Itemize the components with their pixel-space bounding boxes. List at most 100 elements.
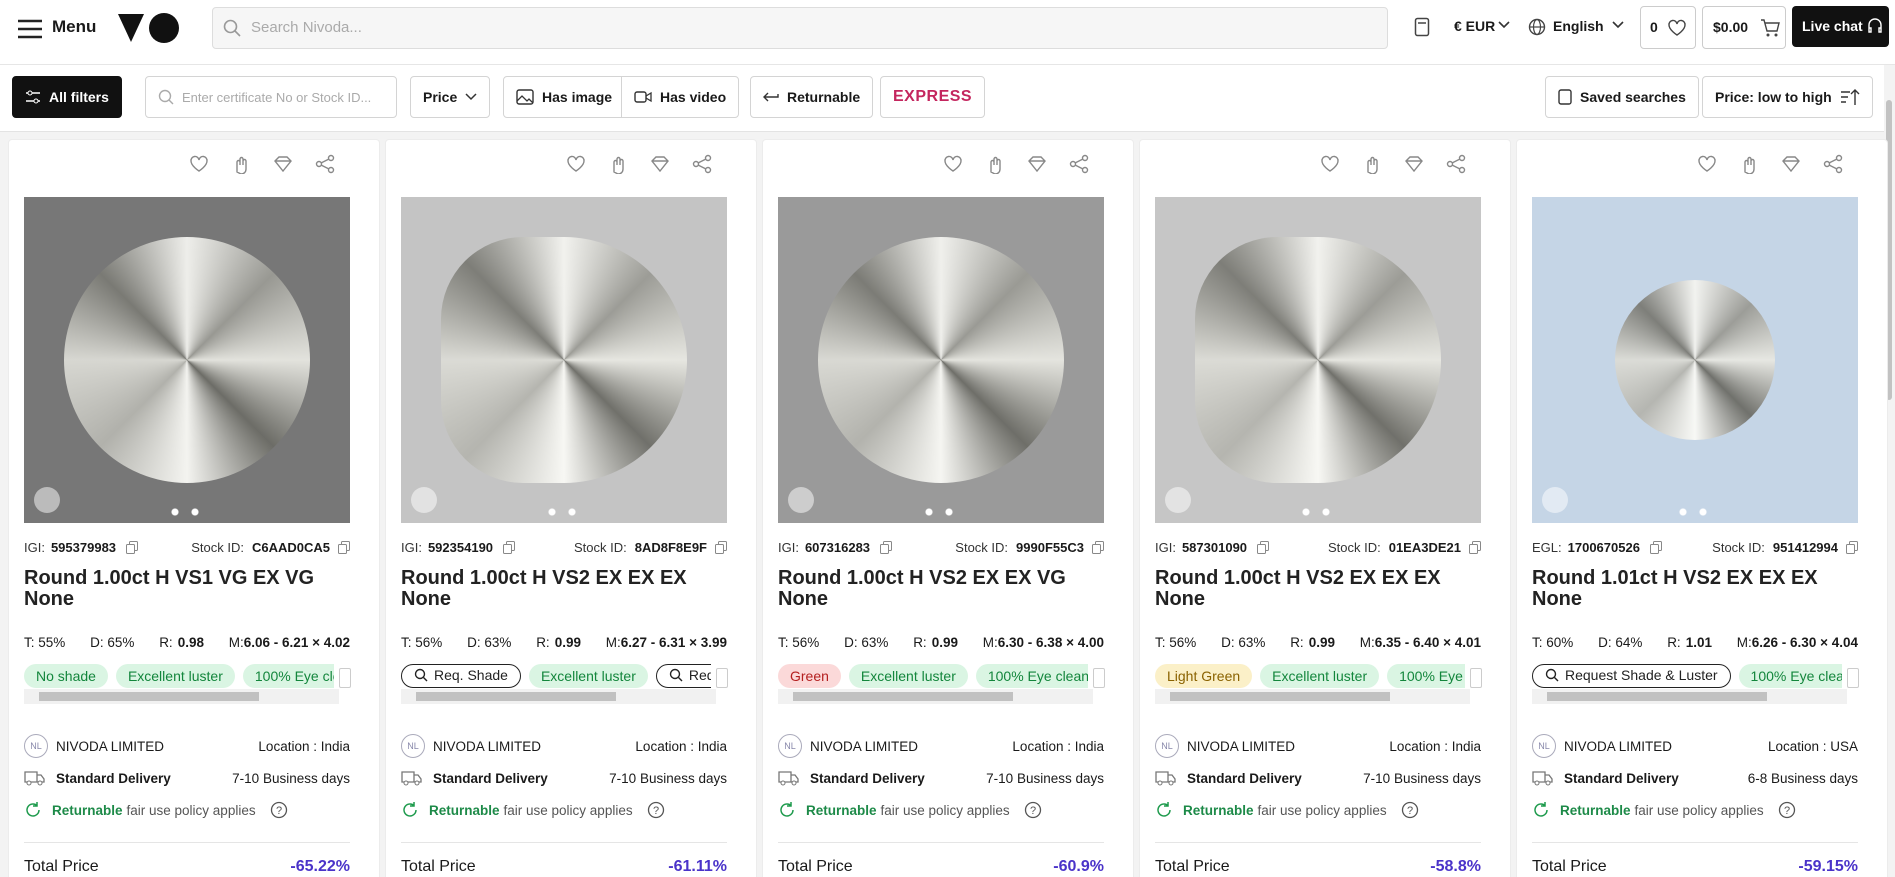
help-icon[interactable]: ? xyxy=(270,801,288,819)
has-image-button[interactable]: Has image xyxy=(503,76,626,118)
lab-label: IGI: xyxy=(24,539,45,555)
delivery-type: Standard Delivery xyxy=(56,770,171,786)
price-dropdown[interactable]: Price xyxy=(410,76,491,118)
globe-icon xyxy=(1528,18,1546,36)
svg-text:?: ? xyxy=(1407,805,1413,817)
hold-icon[interactable] xyxy=(231,154,251,174)
tags-scrollbar[interactable] xyxy=(401,689,716,704)
copy-icon[interactable] xyxy=(880,540,893,554)
tag-next-button[interactable] xyxy=(339,668,351,688)
sort-button[interactable]: Price: low to high xyxy=(1702,76,1873,118)
heart-icon xyxy=(1668,19,1686,36)
location: Location : India xyxy=(1389,738,1481,754)
help-icon[interactable]: ? xyxy=(647,801,665,819)
diamond-title[interactable]: Round 1.00ct H VS2 EX EX EX None xyxy=(1155,567,1441,610)
logo[interactable] xyxy=(118,12,182,44)
copy-icon[interactable] xyxy=(715,540,727,554)
tag-next-button[interactable] xyxy=(1847,668,1859,688)
copy-icon[interactable] xyxy=(1469,540,1481,554)
tag: 100% Eye clean xyxy=(242,664,334,688)
diamond-image[interactable] xyxy=(24,197,350,523)
tag-next-button[interactable] xyxy=(1470,668,1482,688)
copy-icon[interactable] xyxy=(503,540,516,554)
currency[interactable]: € EUR xyxy=(1454,18,1496,34)
hold-icon[interactable] xyxy=(985,154,1005,174)
diamond-image[interactable] xyxy=(1532,197,1858,523)
tags-scrollbar[interactable] xyxy=(1155,689,1470,704)
language[interactable]: English xyxy=(1553,18,1604,34)
delivery-type: Standard Delivery xyxy=(433,770,548,786)
wishlist-icon[interactable] xyxy=(189,154,209,174)
tag-next-button[interactable] xyxy=(1093,668,1105,688)
calc-icon[interactable] xyxy=(1414,17,1430,37)
page-scrollbar[interactable] xyxy=(1886,100,1892,400)
help-icon[interactable]: ? xyxy=(1024,801,1042,819)
view-360-icon[interactable] xyxy=(34,487,60,513)
diamond-title[interactable]: Round 1.00ct H VS2 EX EX EX None xyxy=(401,567,687,610)
wishlist-button[interactable]: 0 xyxy=(1640,6,1696,49)
language-caret[interactable] xyxy=(1612,20,1624,30)
currency-caret[interactable] xyxy=(1498,20,1510,30)
stock-label: Stock ID: xyxy=(1712,539,1765,555)
total-row: Total Price -65.22% xyxy=(24,855,350,877)
compare-icon[interactable] xyxy=(1781,154,1801,174)
diamond-image[interactable] xyxy=(1155,197,1481,523)
compare-icon[interactable] xyxy=(1404,154,1424,174)
copy-icon[interactable] xyxy=(1649,540,1662,554)
menu-label[interactable]: Menu xyxy=(52,17,97,36)
view-360-icon[interactable] xyxy=(1542,487,1568,513)
share-icon[interactable] xyxy=(1069,154,1089,174)
view-360-icon[interactable] xyxy=(411,487,437,513)
diamond-image[interactable] xyxy=(401,197,727,523)
diamond-title[interactable]: Round 1.01ct H VS2 EX EX EX None xyxy=(1532,567,1818,610)
cart-button[interactable]: $0.00 xyxy=(1702,6,1786,49)
express-button[interactable]: EXPRESS xyxy=(880,76,986,118)
share-icon[interactable] xyxy=(315,154,335,174)
copy-icon[interactable] xyxy=(1092,540,1104,554)
live-chat-button[interactable]: Live chat xyxy=(1792,6,1889,47)
view-360-icon[interactable] xyxy=(788,487,814,513)
tag-next-button[interactable] xyxy=(716,668,728,688)
certificate-input[interactable]: Enter certificate No or Stock ID... xyxy=(145,76,397,118)
tags-scrollbar[interactable] xyxy=(778,689,1093,704)
wishlist-icon[interactable] xyxy=(566,154,586,174)
copy-icon[interactable] xyxy=(338,540,350,554)
compare-icon[interactable] xyxy=(273,154,293,174)
measure-label: M: xyxy=(1359,634,1375,650)
search-box[interactable]: Search Nivoda... xyxy=(212,7,1388,49)
share-icon[interactable] xyxy=(1446,154,1466,174)
tags-scrollbar[interactable] xyxy=(24,689,339,704)
certificate-placeholder: Enter certificate No or Stock ID... xyxy=(182,89,372,105)
hold-icon[interactable] xyxy=(1362,154,1382,174)
diamond-title[interactable]: Round 1.00ct H VS1 VG EX VG None xyxy=(24,567,315,610)
delivery-time: 7-10 Business days xyxy=(1363,770,1481,786)
diamond-card: IGI: 595379983 Stock ID: C6AAD0CA5 Round 1.0… xyxy=(8,139,380,877)
tags-scroll-thumb xyxy=(39,692,259,701)
diamond-image[interactable] xyxy=(778,197,1104,523)
copy-icon[interactable] xyxy=(126,540,139,554)
help-icon[interactable]: ? xyxy=(1778,801,1796,819)
sort-label: Price: low to high xyxy=(1715,89,1832,105)
saved-searches-button[interactable]: Saved searches xyxy=(1545,76,1699,118)
share-icon[interactable] xyxy=(1823,154,1843,174)
wishlist-icon[interactable] xyxy=(1320,154,1340,174)
view-360-icon[interactable] xyxy=(1165,487,1191,513)
share-icon[interactable] xyxy=(692,154,712,174)
hold-icon[interactable] xyxy=(608,154,628,174)
compare-icon[interactable] xyxy=(650,154,670,174)
help-icon[interactable]: ? xyxy=(1401,801,1419,819)
diamond-title[interactable]: Round 1.00ct H VS2 EX EX VG None xyxy=(778,567,1066,610)
tags-scrollbar[interactable] xyxy=(1532,689,1847,704)
wishlist-icon[interactable] xyxy=(943,154,963,174)
wishlist-icon[interactable] xyxy=(1697,154,1717,174)
returnable-button[interactable]: Returnable xyxy=(750,76,874,118)
copy-icon[interactable] xyxy=(1257,540,1270,554)
compare-icon[interactable] xyxy=(1027,154,1047,174)
all-filters-button[interactable]: All filters xyxy=(12,76,122,118)
hold-icon[interactable] xyxy=(1739,154,1759,174)
has-video-button[interactable]: Has video xyxy=(621,76,740,118)
stock-id: 8AD8F8E9F xyxy=(634,539,707,555)
menu-icon[interactable] xyxy=(16,18,44,40)
copy-icon[interactable] xyxy=(1846,540,1858,554)
